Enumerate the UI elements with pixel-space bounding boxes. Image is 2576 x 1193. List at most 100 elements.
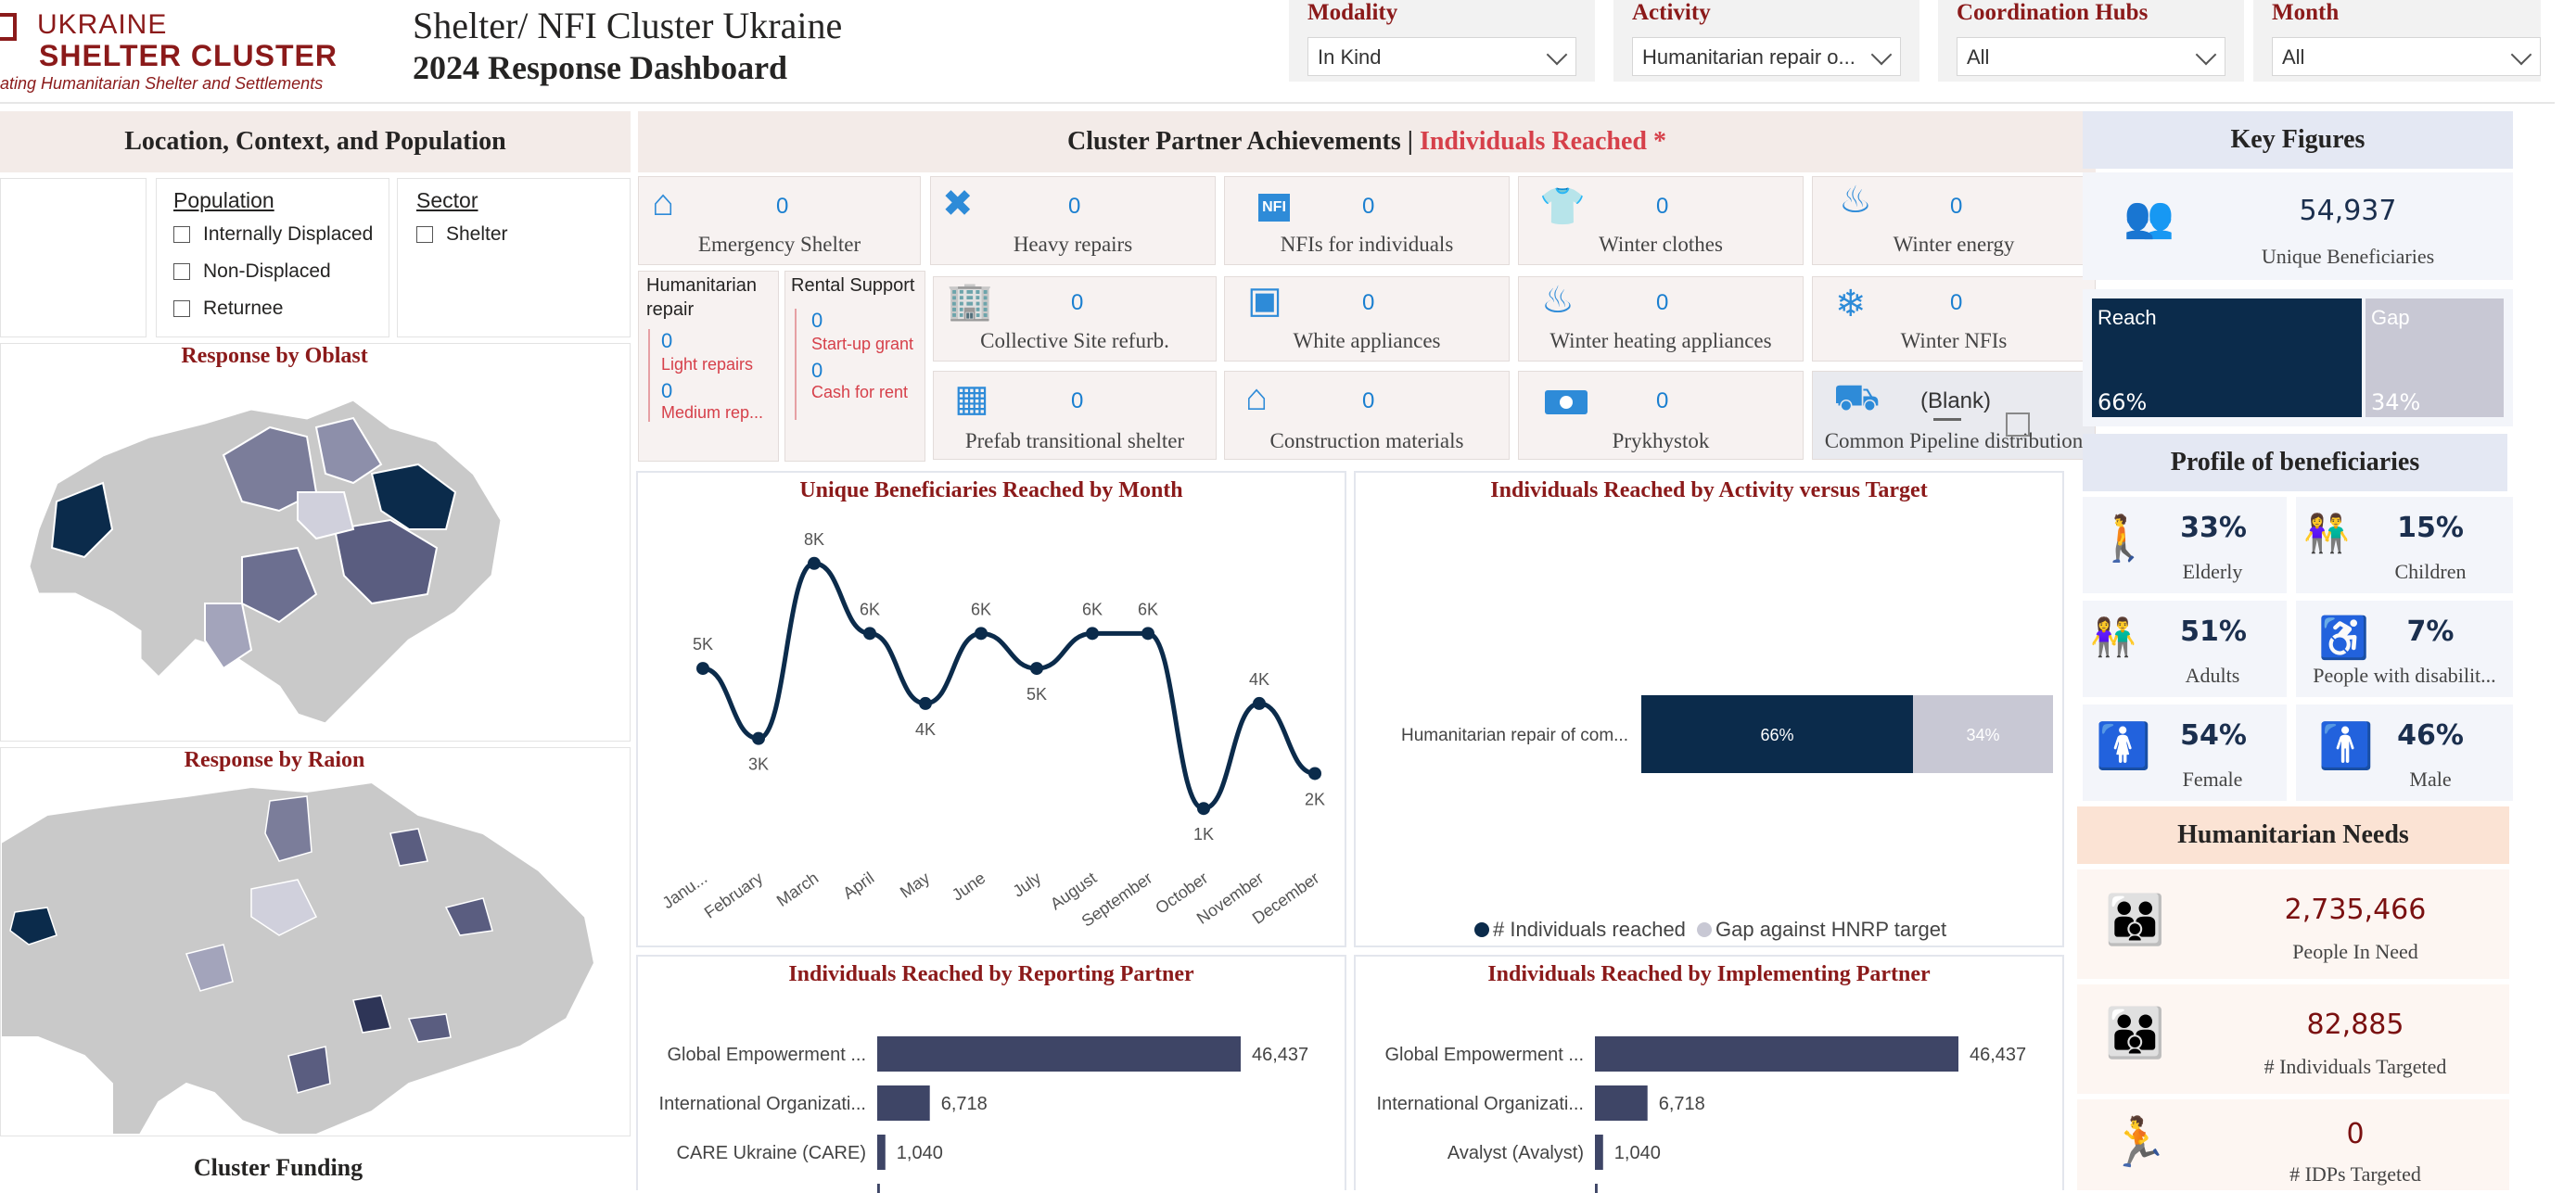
tile-winter-clothes[interactable]: 👕 0 Winter clothes xyxy=(1518,176,1804,265)
people-group-icon: 👥 xyxy=(2123,195,2174,240)
tile-emergency-shelter[interactable]: ⌂ 0 Emergency Shelter xyxy=(638,176,921,265)
chart-title: Individuals Reached by Activity versus T… xyxy=(1490,478,1928,502)
adults-icon: 👫 xyxy=(2090,617,2136,658)
gap-bar[interactable]: Gap 34% xyxy=(2366,298,2504,417)
option-shelter[interactable]: Shelter xyxy=(416,223,508,246)
profile-pct: 15% xyxy=(2397,512,2464,544)
startup-value: 0 xyxy=(811,309,823,332)
shirt-icon: 👕 xyxy=(1539,186,1586,227)
chevron-down-icon xyxy=(1546,44,1568,66)
prefab-icon: ▦ xyxy=(954,378,989,419)
tile-white-appliances[interactable]: ▣ 0 White appliances xyxy=(1224,276,1510,362)
bar-gap xyxy=(1913,695,2053,773)
profile-label: Male xyxy=(2409,768,2452,791)
tile-winter-heating[interactable]: ♨ 0 Winter heating appliances xyxy=(1518,276,1804,362)
profile-card-female: 🚺 54% Female xyxy=(2083,704,2287,801)
bar xyxy=(1595,1184,1598,1193)
tile-prykhystok[interactable]: 0 Prykhystok xyxy=(1518,371,1804,460)
checkbox-icon xyxy=(173,300,190,318)
tile-value: 0 xyxy=(1656,290,1669,315)
wheelchair-icon: ♿ xyxy=(2318,616,2369,661)
unique-beneficiaries-card: 👥 54,937 Unique Beneficiaries xyxy=(2083,172,2513,280)
implementing-bar-svg[interactable]: Global Empowerment ... 46,437 Internationa… xyxy=(1356,994,2062,1193)
tile-common-pipeline[interactable]: ⛟ (Blank) Common Pipeline distribution xyxy=(1812,371,2096,460)
filter-icon[interactable] xyxy=(1933,418,1961,421)
focus-mode-icon[interactable] xyxy=(2006,412,2030,437)
y-tick-label: International Organizati... xyxy=(1377,1094,1584,1114)
data-label: 4K xyxy=(1249,670,1269,689)
reporting-bar-svg[interactable]: Global Empowerment ... 46,437 Internationa… xyxy=(638,994,1345,1193)
data-label: 6K xyxy=(971,600,991,618)
x-tick-label: April xyxy=(839,869,877,903)
chevron-down-icon xyxy=(2195,44,2217,66)
tile-heavy-repairs[interactable]: ✖ 0 Heavy repairs xyxy=(930,176,1216,265)
option-label: Internally Displaced xyxy=(203,223,374,245)
y-tick-label: Global Empowerment ... xyxy=(667,1045,866,1065)
tile-label: White appliances xyxy=(1293,329,1441,352)
tile-winter-nfis[interactable]: ❄ 0 Winter NFIs xyxy=(1812,276,2096,362)
data-point xyxy=(1197,802,1210,816)
tile-value: 0 xyxy=(1071,388,1084,413)
nfi-icon: NFI xyxy=(1258,194,1290,222)
y-tick-label: Global Empowerment ... xyxy=(1384,1045,1584,1065)
cash-icon xyxy=(1545,390,1588,414)
checkbox-icon xyxy=(416,226,433,244)
map-raion-shade-7 xyxy=(287,1046,331,1094)
dropdown-value: All xyxy=(2282,45,2305,69)
tile-humanitarian-repair[interactable]: Humanitarian repair 0 Light repairs 0 Me… xyxy=(638,271,779,462)
line-chart-svg[interactable]: 5KJanu...3KFebruary8KMarch6KApril4KMay6K… xyxy=(638,510,1345,946)
location-panel-heading: Location, Context, and Population xyxy=(0,111,631,172)
legend-marker xyxy=(1697,922,1712,937)
profile-card-adults: 👫 51% Adults xyxy=(2083,601,2287,697)
filter-label: Modality xyxy=(1307,0,1398,25)
bar xyxy=(1595,1135,1603,1170)
x-tick-label: May xyxy=(897,869,933,902)
tile-value: 0 xyxy=(1362,290,1375,315)
tile-value: 0 xyxy=(1656,388,1669,413)
month-dropdown[interactable]: All xyxy=(2272,37,2541,76)
tile-prefab-shelter[interactable]: ▦ 0 Prefab transitional shelter xyxy=(933,371,1217,460)
data-point xyxy=(1308,767,1321,781)
data-point xyxy=(863,627,876,641)
tile-nfis-individuals[interactable]: NFI 0 NFIs for individuals xyxy=(1224,176,1510,265)
stacked-bar-svg[interactable]: Humanitarian repair of com... 66% 34% # Ind… xyxy=(1356,510,2062,946)
modality-dropdown[interactable]: In Kind xyxy=(1307,37,1576,76)
implementing-partner-chart: Individuals Reached by Implementing Part… xyxy=(1354,955,2064,1193)
data-label: 46,437 xyxy=(1970,1045,2026,1065)
map-raion-shade-3 xyxy=(389,828,428,867)
map-oblast-shade-8 xyxy=(297,491,355,540)
female-icon: 🚺 xyxy=(2096,722,2151,771)
tile-label: Collective Site refurb. xyxy=(980,329,1169,352)
tile-construction-materials[interactable]: ⌂ 0 Construction materials xyxy=(1224,371,1510,460)
tile-value: 0 xyxy=(776,194,789,219)
option-non-displaced[interactable]: Non-Displaced xyxy=(173,260,331,283)
oblast-map[interactable] xyxy=(1,372,631,742)
medium-repairs-value: 0 xyxy=(661,379,673,402)
option-returnee[interactable]: Returnee xyxy=(173,298,283,320)
construction-icon: ⌂ xyxy=(1245,377,1269,418)
reach-bar[interactable]: Reach 66% xyxy=(2092,298,2362,417)
bar-reached xyxy=(1641,695,1914,773)
page-subtitle: 2024 Response Dashboard xyxy=(413,49,788,86)
hubs-dropdown[interactable]: All xyxy=(1957,37,2225,76)
chart-title: Individuals Reached by Reporting Partner xyxy=(788,962,1194,986)
reporting-partner-chart: Individuals Reached by Reporting Partner… xyxy=(636,955,1346,1193)
data-label: 4K xyxy=(915,720,936,739)
profile-label: Female xyxy=(2182,768,2243,791)
raion-map[interactable] xyxy=(1,778,631,1135)
option-internally-displaced[interactable]: Internally Displaced xyxy=(173,223,373,246)
funding-title: Cluster Funding xyxy=(193,1154,363,1181)
tile-rental-support[interactable]: Rental Support 0 Start-up grant 0 Cash f… xyxy=(784,271,925,462)
tile-collective-site[interactable]: 🏢 0 Collective Site refurb. xyxy=(933,276,1217,362)
bar xyxy=(1595,1036,1958,1072)
data-point xyxy=(808,556,821,570)
tile-label: Prefab transitional shelter xyxy=(964,429,1185,452)
profile-card-male: 🚹 46% Male xyxy=(2296,704,2513,801)
sector-slicer: Sector Shelter xyxy=(397,178,631,337)
tile-winter-energy[interactable]: ♨ 0 Winter energy xyxy=(1812,176,2096,265)
elderly-icon: 🚶 xyxy=(2096,514,2151,564)
tile-value: 0 xyxy=(1071,290,1084,315)
data-label: 1,040 xyxy=(897,1143,943,1163)
data-label: 6,718 xyxy=(941,1094,988,1114)
activity-dropdown[interactable]: Humanitarian repair o... xyxy=(1632,37,1901,76)
